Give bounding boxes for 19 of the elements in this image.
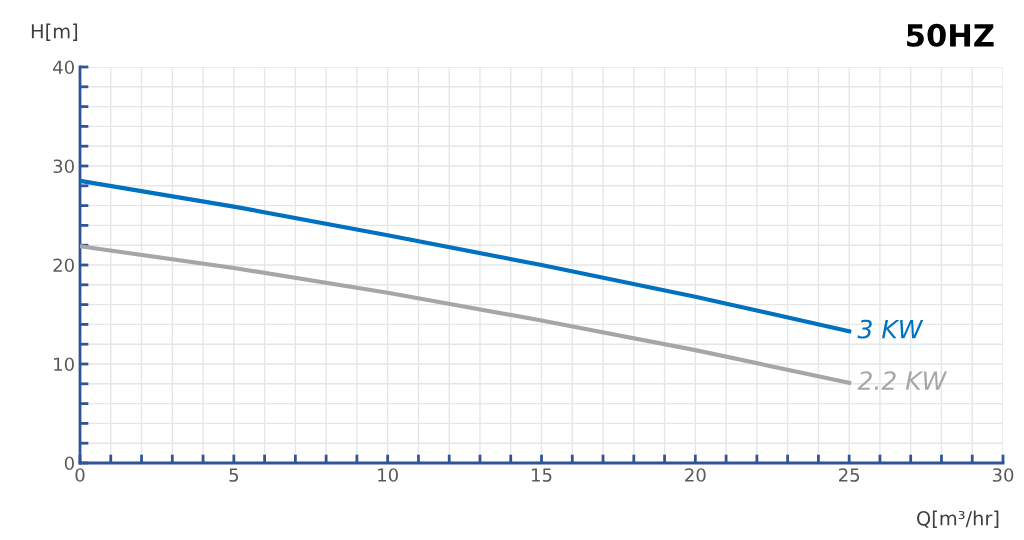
x-tick-label: 30 <box>992 468 1014 482</box>
y-tick-label: 20 <box>53 258 74 273</box>
y-tick-label: 10 <box>54 357 74 372</box>
series-label: 2.2 KW <box>857 371 948 390</box>
y-axis-title: H[m] <box>31 23 78 41</box>
x-tick-label: 15 <box>532 468 552 482</box>
line-series <box>80 244 852 385</box>
y-tick-label: 0 <box>64 456 74 471</box>
x-tick-label: 20 <box>685 468 706 482</box>
line-series <box>80 178 852 334</box>
x-axis-title: Q[m³/hr] <box>917 510 999 528</box>
series-label: 3 KW <box>857 319 924 339</box>
x-tick-label: 10 <box>378 468 398 482</box>
x-tick-label: 25 <box>839 468 860 482</box>
chart-title: 50HZ <box>907 23 994 47</box>
x-tick-label: 5 <box>229 468 238 482</box>
x-tick-label: 0 <box>75 468 85 482</box>
y-tick-label: 40 <box>53 60 74 75</box>
y-tick-label: 30 <box>53 159 74 174</box>
